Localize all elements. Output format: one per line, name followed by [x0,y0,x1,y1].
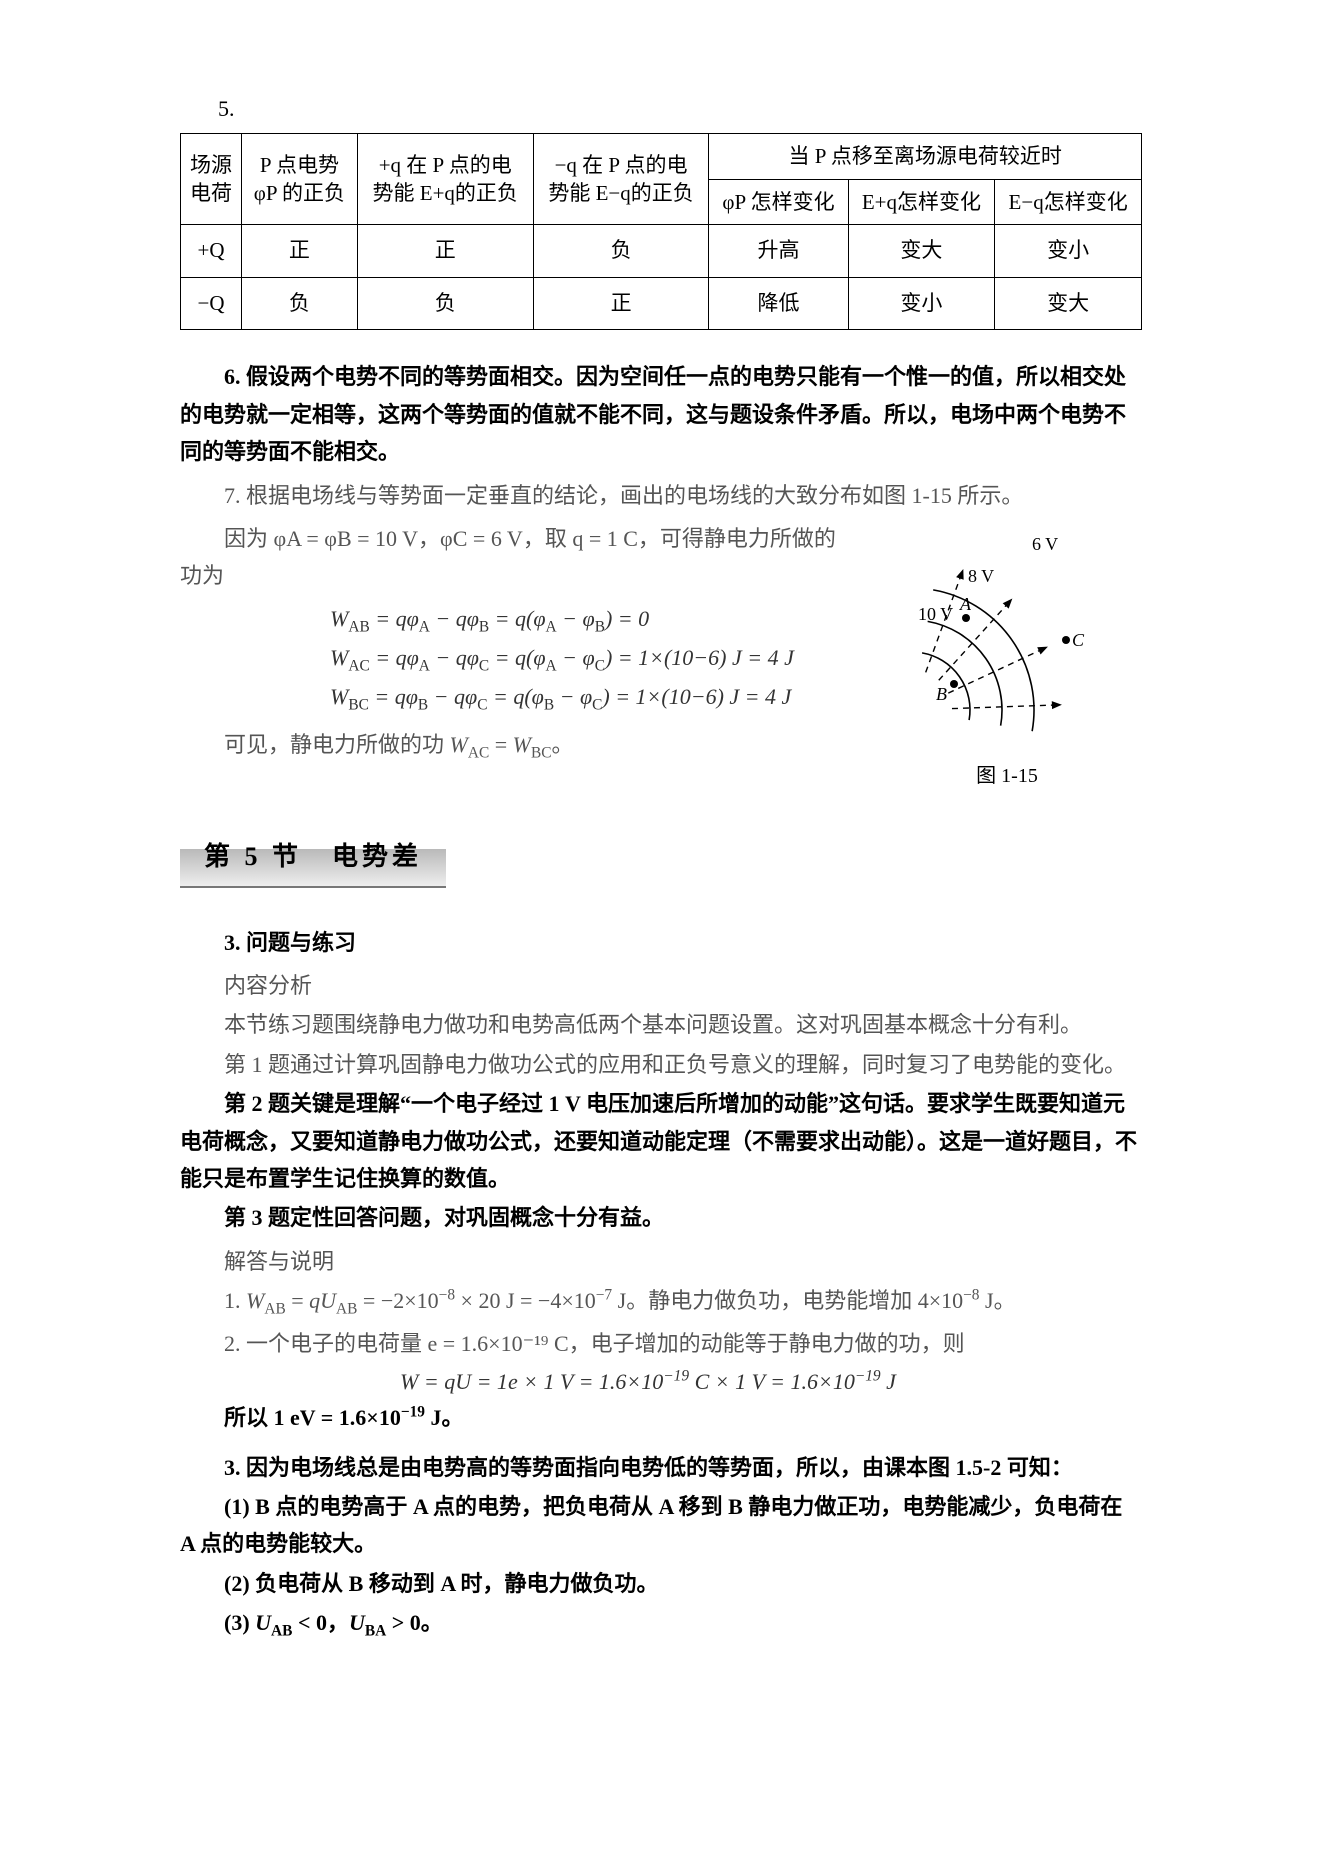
col-epos: +q 在 P 点的电 势能 E+q的正负 [357,134,533,225]
cell: 变大 [995,277,1142,330]
subhead-3: 3. 问题与练习 [180,924,1142,961]
col-phi-change: φP 怎样变化 [709,179,848,224]
table-row: −Q 负 负 正 降低 变小 变大 [181,277,1142,330]
ans-3d: (3) UAB < 0，UBA > 0。 [180,1604,1142,1645]
s5-p4: 第 3 题定性回答问题，对巩固概念十分有益。 [180,1199,1142,1236]
cell: 变小 [995,225,1142,278]
eq: WAC = qφA − qφC = q(φA − φC) = 1×(10−6) … [180,640,848,679]
cell: 正 [242,225,358,278]
table-row: +Q 正 正 负 升高 变大 变小 [181,225,1142,278]
col-source: 场源 电荷 [181,134,242,225]
th-txt: φP 的正负 [254,181,345,205]
q6-text: 6. 假设两个电势不同的等势面相交。因为空间任一点的电势只能有一个惟一的值，所以… [180,358,1142,470]
cell: −Q [181,277,242,330]
eq: WBC = qφB − qφC = q(φB − φC) = 1×(10−6) … [180,679,848,718]
ans-2-eq: W = qU = 1e × 1 V = 1.6×10−19 C × 1 V = … [180,1364,1142,1399]
ans-3c: (2) 负电荷从 B 移动到 A 时，静电力做负功。 [180,1565,1142,1602]
cell: 升高 [709,225,848,278]
col-eneg: −q 在 P 点的电 势能 E−q的正负 [533,134,709,225]
cell: 变大 [848,225,995,278]
analysis-head: 内容分析 [180,967,1142,1004]
th-txt: −q 在 P 点的电 [555,153,688,177]
q7-line2: 因为 φA = φB = 10 V，φC = 6 V，取 q = 1 C，可得静… [180,520,848,595]
eq: WAB = qφA − qφB = q(φA − φB) = 0 [180,601,848,640]
q5-table: 场源 电荷 P 点电势 φP 的正负 +q 在 P 点的电 势能 E+q的正负 … [180,133,1142,330]
th-txt: P 点电势 [260,153,339,177]
th-txt: +q 在 P 点的电 [379,153,512,177]
svg-text:6 V: 6 V [1032,534,1058,554]
svg-text:A: A [959,594,972,614]
cell: 正 [533,277,709,330]
section-5-banner: 第 5 节 电势差 [180,829,446,887]
th-txt: 势能 E−q的正负 [548,181,693,205]
figure-1-15: A B C 10 V 8 V 6 V [882,520,1132,740]
th-txt: 电荷 [190,181,232,205]
cell: 负 [242,277,358,330]
svg-text:10 V: 10 V [918,604,953,624]
ans-2a: 2. 一个电子的电荷量 e = 1.6×10⁻¹⁹ C，电子增加的动能等于静电力… [180,1325,1142,1362]
s5-p3: 第 2 题关键是理解“一个电子经过 1 V 电压加速后所增加的动能”这句话。要求… [180,1085,1142,1197]
q7-equations: WAB = qφA − qφB = q(φA − φB) = 0 WAC = q… [180,601,848,718]
svg-text:8 V: 8 V [968,566,994,586]
cell: 正 [357,225,533,278]
svg-text:B: B [936,684,947,704]
ans-3a: 3. 因为电场线总是由电势高的等势面指向电势低的等势面，所以，由课本图 1.5-… [180,1449,1142,1486]
s5-p2: 第 1 题通过计算巩固静电力做功公式的应用和正负号意义的理解，同时复习了电势能的… [180,1046,1142,1083]
ans-3b: (1) B 点的电势高于 A 点的电势，把负电荷从 A 移到 B 静电力做正功，… [180,1488,1142,1563]
answers-head: 解答与说明 [180,1243,1142,1280]
q7-line1: 7. 根据电场线与等势面一定垂直的结论，画出的电场线的大致分布如图 1-15 所… [180,477,1142,514]
th-txt: 势能 E+q的正负 [373,181,518,205]
q7-line3: 可见，静电力所做的功 WAC = WBC。 [180,726,848,767]
cell: 降低 [709,277,848,330]
fig-caption: 图 1-15 [872,759,1142,793]
svg-text:C: C [1072,630,1085,650]
cell: 负 [533,225,709,278]
col-near: 当 P 点移至离场源电荷较近时 [709,134,1142,179]
q5-label: 5. [218,90,1142,127]
ans-2b: 所以 1 eV = 1.6×10−19 J。 [224,1399,1142,1436]
col-eneg-change: E−q怎样变化 [995,179,1142,224]
col-phi: P 点电势 φP 的正负 [242,134,358,225]
th-txt: 场源 [190,153,232,177]
cell: +Q [181,225,242,278]
cell: 变小 [848,277,995,330]
s5-p1: 本节练习题围绕静电力做功和电势高低两个基本问题设置。这对巩固基本概念十分有利。 [180,1006,1142,1043]
ans-1: 1. WAB = qUAB = −2×10−8 × 20 J = −4×10−7… [180,1282,1142,1323]
col-epos-change: E+q怎样变化 [848,179,995,224]
cell: 负 [357,277,533,330]
